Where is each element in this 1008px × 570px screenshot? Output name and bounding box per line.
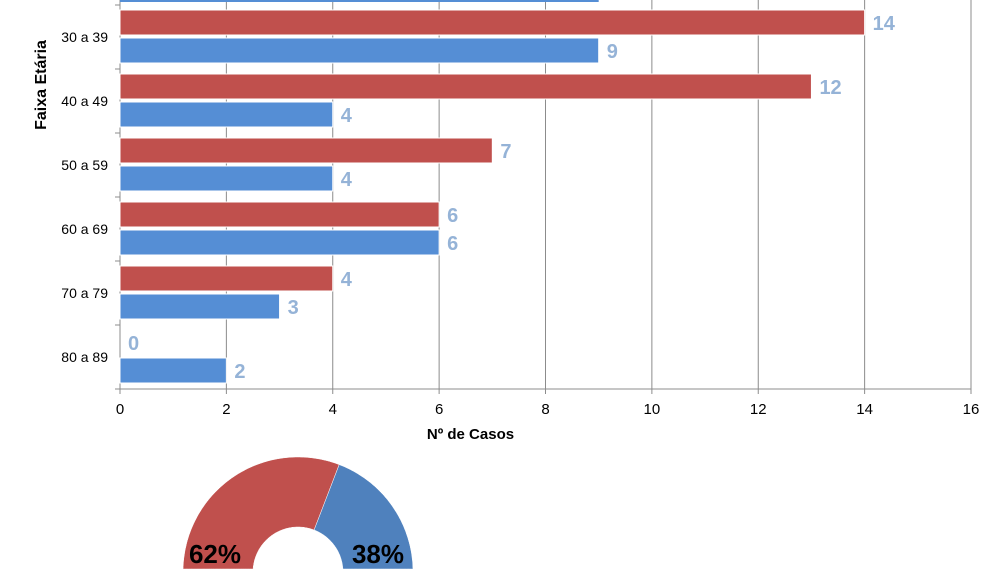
data-label: 6 xyxy=(447,233,458,255)
bar-series-blue xyxy=(119,37,600,64)
data-label: 2 xyxy=(234,361,245,383)
y-axis-title: Faixa Etária xyxy=(33,40,50,130)
y-tick-label: 80 a 89 xyxy=(61,349,108,365)
data-label: 14 xyxy=(873,13,896,35)
bar-series-blue xyxy=(119,165,334,192)
bar-series-red xyxy=(119,265,334,292)
x-tick-label: 12 xyxy=(750,401,767,418)
y-tick-label: 60 a 69 xyxy=(61,221,108,237)
x-tick-label: 6 xyxy=(435,401,443,418)
y-tick-label: 70 a 79 xyxy=(61,285,108,301)
x-tick-label: 14 xyxy=(856,401,873,418)
x-tick-label: 16 xyxy=(963,401,980,418)
data-label: 7 xyxy=(500,141,511,163)
bar-series-red xyxy=(119,137,493,164)
data-label: 6 xyxy=(447,205,458,227)
bar-series-blue xyxy=(119,101,334,128)
y-tick-label: 50 a 59 xyxy=(61,157,108,173)
bar-series-red xyxy=(119,9,866,36)
y-tick-label: 40 a 49 xyxy=(61,93,108,109)
bar-series-red xyxy=(119,73,812,100)
bar-cropped xyxy=(120,0,599,2)
x-tick-label: 10 xyxy=(644,401,661,418)
x-tick-label: 2 xyxy=(222,401,230,418)
data-label: 4 xyxy=(341,269,353,291)
data-label: 4 xyxy=(341,169,353,191)
x-tick-label: 4 xyxy=(329,401,337,418)
x-axis-title: Nº de Casos xyxy=(427,426,514,443)
x-tick-label: 8 xyxy=(541,401,549,418)
bar-series-blue xyxy=(119,229,440,256)
data-label: 0 xyxy=(128,333,139,355)
data-label: 9 xyxy=(607,41,618,63)
slice-label: 62% xyxy=(189,539,241,569)
data-label: 12 xyxy=(819,77,841,99)
data-label: 4 xyxy=(341,105,353,127)
slice-label: 38% xyxy=(352,539,404,569)
donut-slice xyxy=(182,456,342,570)
donut-slice xyxy=(313,464,414,570)
x-tick-label: 0 xyxy=(116,401,124,418)
bar-series-blue xyxy=(119,293,281,320)
bar-series-red xyxy=(119,201,440,228)
data-label: 3 xyxy=(288,297,299,319)
y-tick-label: 30 a 39 xyxy=(61,29,108,45)
bar-series-blue xyxy=(119,357,227,384)
